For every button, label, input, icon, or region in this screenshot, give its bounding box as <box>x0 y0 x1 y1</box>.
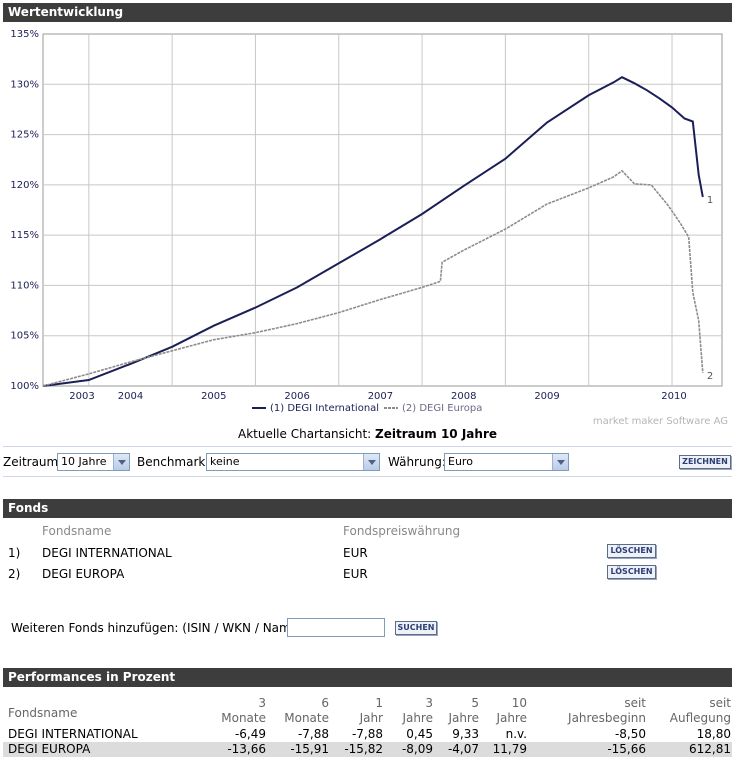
benchmark-select-value: keine <box>210 455 240 468</box>
legend-item-1: (1) DEGI International <box>270 403 379 414</box>
benchmark-label: Benchmark: <box>137 455 210 469</box>
section-title: Wertentwicklung <box>8 5 124 19</box>
fonds-col-name: Fondsname <box>42 524 112 538</box>
watermark: market maker Software AG <box>593 416 728 427</box>
perf-value: -7,88 <box>297 727 329 741</box>
perf-col-6m: 6 Monate <box>284 696 329 725</box>
y-tick-label: 110% <box>10 280 39 291</box>
chevron-down-icon <box>113 454 129 470</box>
fonds-row-name: DEGI INTERNATIONAL <box>42 546 172 560</box>
perf-value: -15,91 <box>290 742 329 756</box>
fonds-row-index: 1) <box>8 546 21 560</box>
chart-controls: Zeitraum: 10 Jahre Benchmark: keine Währ… <box>3 453 732 473</box>
perf-value: -6,49 <box>234 727 266 741</box>
perf-col-fondsname: Fondsname <box>8 706 78 720</box>
suchen-button[interactable]: SUCHEN <box>395 621 437 635</box>
perf-col-3j: 3 Jahre <box>402 696 433 725</box>
y-tick-label: 100% <box>10 381 39 392</box>
series-line-1 <box>42 76 704 387</box>
zeitraum-label: Zeitraum: <box>3 455 63 469</box>
perf-col-auflegung: seit Auflegung <box>669 696 731 725</box>
section-header-wertentwicklung: Wertentwicklung <box>3 3 732 22</box>
perf-col-jahresbeginn: seit Jahresbeginn <box>568 696 646 725</box>
fonds-col-currency: Fondspreiswährung <box>343 524 461 538</box>
series-end-label: 2 <box>707 371 713 382</box>
perf-col-3m: 3 Monate <box>221 696 266 725</box>
fonds-row-index: 2) <box>8 567 21 581</box>
chevron-down-icon <box>552 454 568 470</box>
section-header-fonds: Fonds <box>3 499 732 518</box>
perf-value: 11,79 <box>492 742 527 756</box>
y-tick-label: 105% <box>10 331 39 342</box>
perf-value: 612,81 <box>689 742 731 756</box>
perf-value: n.v. <box>505 727 527 741</box>
perf-fondsname: DEGI EUROPA <box>8 742 91 756</box>
loeschen-button[interactable]: LÖSCHEN <box>607 565 656 579</box>
benchmark-select[interactable]: keine <box>206 453 380 471</box>
fonds-row-currency: EUR <box>343 567 368 581</box>
perf-value: -15,82 <box>344 742 383 756</box>
perf-value: -8,50 <box>614 727 646 741</box>
series-end-label: 1 <box>707 195 713 206</box>
perf-value: 18,80 <box>696 727 731 741</box>
perf-value: 9,33 <box>452 727 479 741</box>
perf-value: -7,88 <box>351 727 383 741</box>
perf-value: -15,66 <box>607 742 646 756</box>
perf-value: 0,45 <box>406 727 433 741</box>
section-header-performances: Performances in Prozent <box>3 668 732 687</box>
x-tick-label: 2008 <box>451 391 476 402</box>
y-tick-label: 135% <box>10 29 39 40</box>
perf-value: -13,66 <box>227 742 266 756</box>
waehrung-select-value: Euro <box>448 455 473 468</box>
y-tick-label: 125% <box>10 130 39 141</box>
add-fonds-label: Weiteren Fonds hinzufügen: (ISIN / WKN /… <box>11 621 303 635</box>
x-tick-label: 2004 <box>118 391 143 402</box>
chart-caption-label: Aktuelle Chartansicht: <box>238 427 372 441</box>
section-title: Fonds <box>8 501 49 515</box>
table-row: DEGI EUROPA -13,66 -15,91 -15,82 -8,09 -… <box>3 742 732 757</box>
zeitraum-select-value: 10 Jahre <box>61 455 107 468</box>
x-tick-label: 2006 <box>284 391 309 402</box>
y-tick-label: 120% <box>10 180 39 191</box>
x-tick-label: 2009 <box>534 391 559 402</box>
x-tick-label: 2005 <box>201 391 226 402</box>
chart-caption: Aktuelle Chartansicht: Zeitraum 10 Jahre <box>0 427 735 441</box>
perf-fondsname: DEGI INTERNATIONAL <box>8 727 138 741</box>
loeschen-button[interactable]: LÖSCHEN <box>607 544 656 558</box>
y-tick-label: 130% <box>10 79 39 90</box>
fonds-row-currency: EUR <box>343 546 368 560</box>
zeitraum-select[interactable]: 10 Jahre <box>57 453 130 471</box>
fonds-row-name: DEGI EUROPA <box>42 567 125 581</box>
divider <box>3 446 732 447</box>
y-tick-label: 115% <box>10 230 39 241</box>
divider <box>3 476 732 477</box>
x-tick-label: 2010 <box>661 391 686 402</box>
zeichnen-button[interactable]: ZEICHNEN <box>679 455 731 469</box>
perf-col-10j: 10 Jahre <box>496 696 527 725</box>
perf-value: -4,07 <box>447 742 479 756</box>
table-row: DEGI INTERNATIONAL -6,49 -7,88 -7,88 0,4… <box>3 727 732 742</box>
section-title: Performances in Prozent <box>8 670 176 684</box>
performance-chart: 100% 105% 110% 115% 120% 125% 130% 135% 2003 2004… <box>10 29 728 427</box>
waehrung-label: Währung: <box>388 455 446 469</box>
chart-caption-value: Zeitraum 10 Jahre <box>375 427 497 441</box>
perf-col-1j: 1 Jahr <box>359 696 383 725</box>
legend-item-2: (2) DEGI Europa <box>402 403 482 414</box>
series-line-2 <box>42 169 704 387</box>
perf-value: -8,09 <box>401 742 433 756</box>
fonds-search-input[interactable] <box>287 618 385 637</box>
x-tick-label: 2007 <box>368 391 393 402</box>
perf-col-5j: 5 Jahre <box>448 696 479 725</box>
waehrung-select[interactable]: Euro <box>444 453 569 471</box>
chevron-down-icon <box>363 454 379 470</box>
plot-area <box>42 33 723 387</box>
x-tick-label: 2003 <box>69 391 94 402</box>
